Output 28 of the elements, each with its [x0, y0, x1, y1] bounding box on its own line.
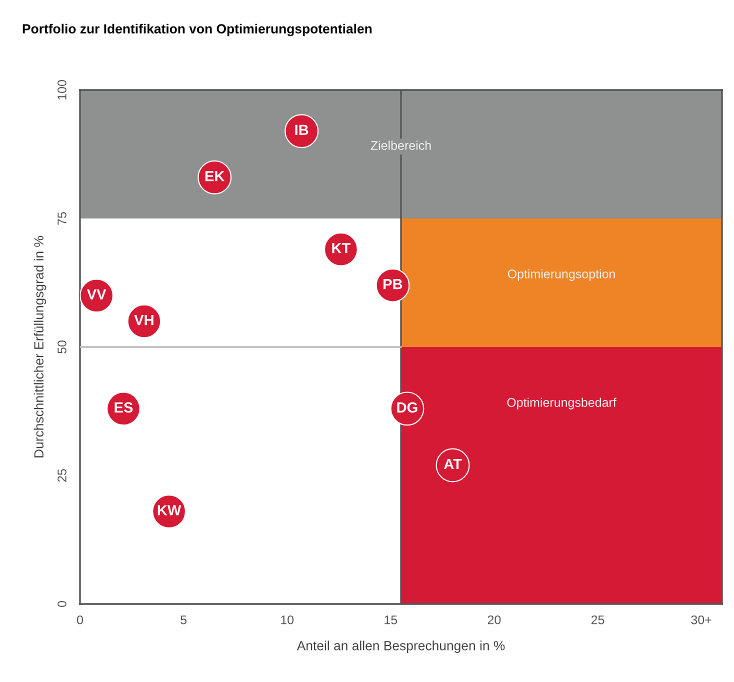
series-label: EK — [205, 171, 225, 182]
x-axis-title: Anteil an allen Besprechungen in % — [296, 640, 505, 653]
series-label: VH — [134, 315, 154, 326]
y-axis-title: Durchschnittlicher Erfüllungsgrad in % — [34, 236, 46, 458]
series-label: PB — [384, 279, 402, 290]
x-tick-label: 20 — [488, 615, 501, 624]
x-tick-label: 30+ — [691, 615, 712, 624]
y-tick-label: 0 — [58, 601, 66, 607]
y-tick-label: 50 — [58, 340, 66, 354]
x-tick-label: 5 — [180, 616, 186, 624]
band-label: Zielbereich — [370, 140, 431, 150]
y-tick-label: 25 — [58, 469, 66, 482]
x-tick-label: 25 — [591, 615, 604, 624]
series-label: VV — [86, 289, 106, 300]
chart-title: Portfolio zur Identifikation von Optimierungspotentialen — [22, 24, 372, 36]
y-tick-label: 75 — [58, 212, 66, 225]
x-tick-label: 0 — [77, 615, 83, 624]
series-label: ES — [114, 402, 133, 413]
x-tick-label: 15 — [384, 616, 398, 624]
band-label: Optimierungsoption — [508, 269, 615, 281]
series-label: KT — [332, 243, 351, 254]
series-label: IB — [295, 124, 308, 135]
x-tick-label: 10 — [281, 615, 294, 624]
series-label: AT — [444, 458, 462, 469]
series-label: DG — [397, 402, 418, 413]
series-label: KW — [158, 505, 182, 516]
band-label: Optimierungsbedarf — [507, 398, 616, 410]
y-tick-label: 100 — [58, 80, 66, 100]
